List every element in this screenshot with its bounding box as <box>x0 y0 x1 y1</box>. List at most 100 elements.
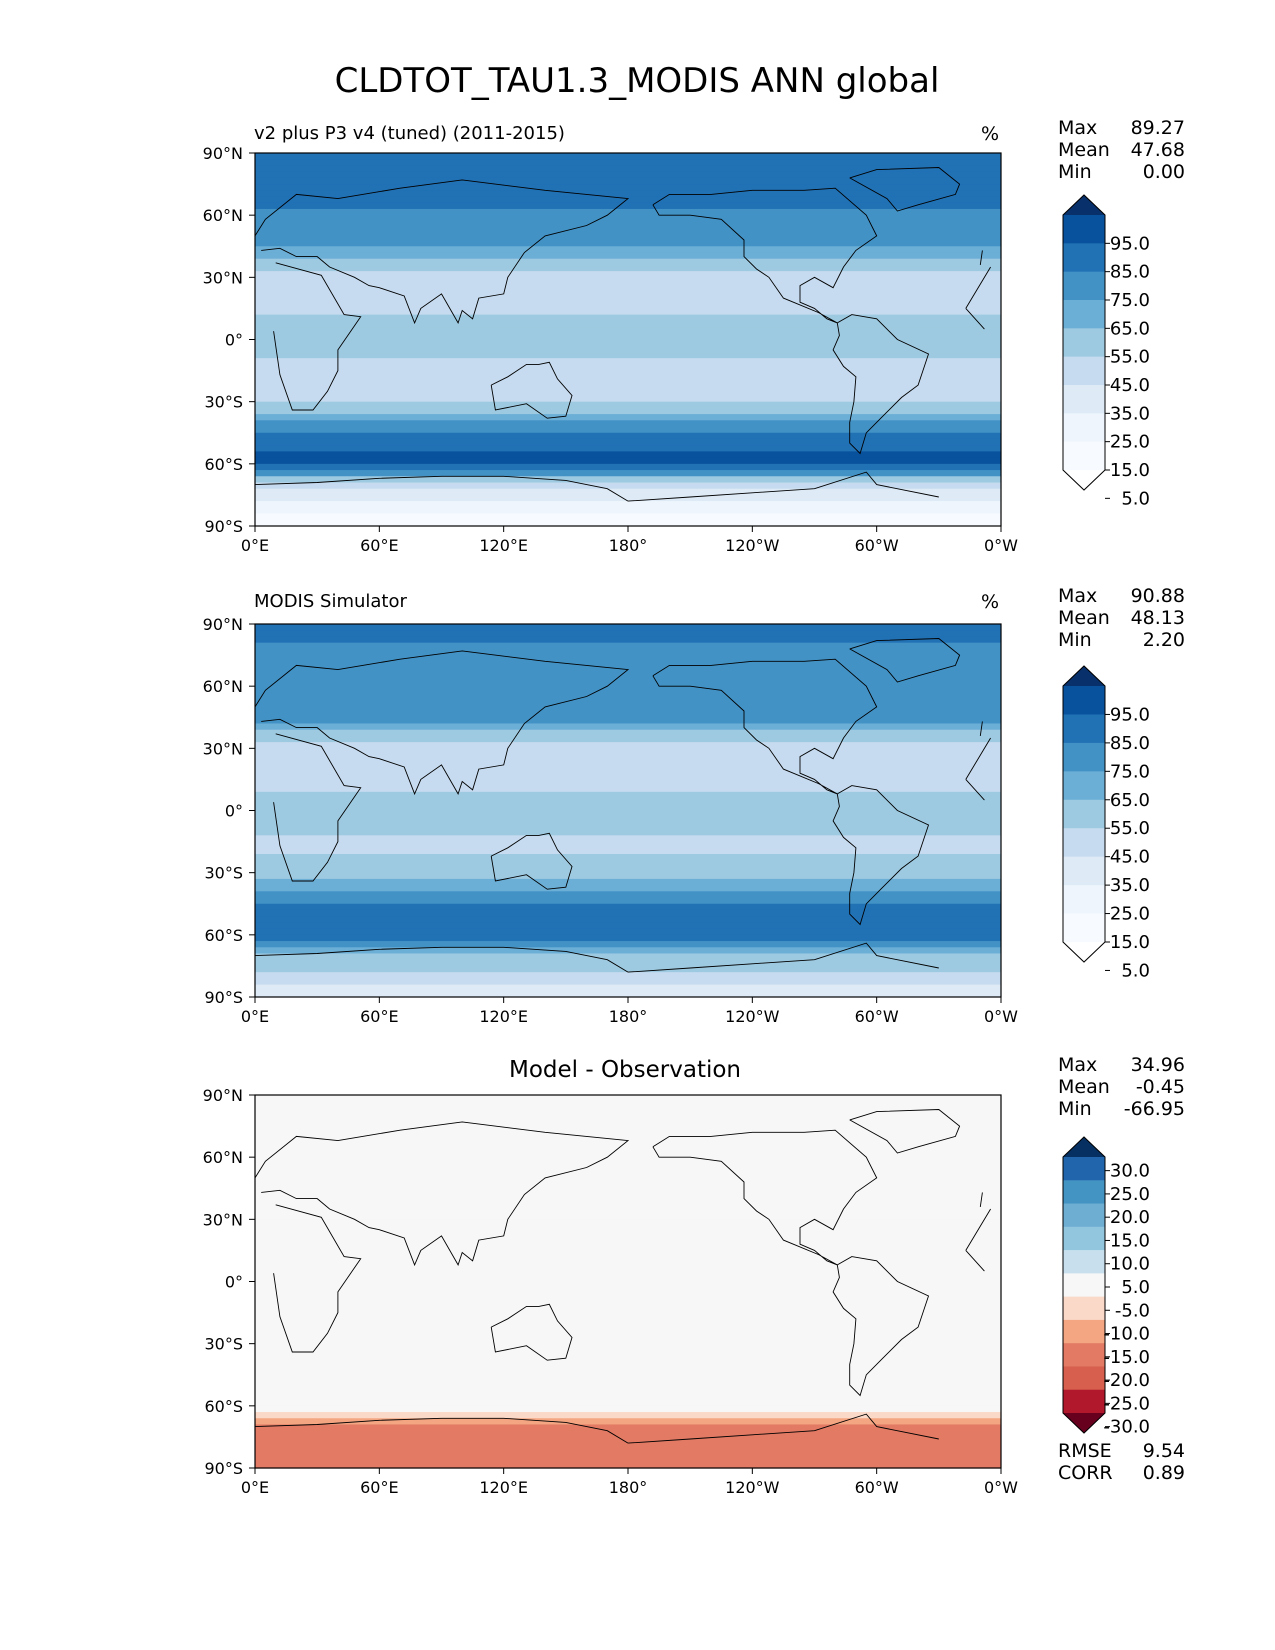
heatmap-band <box>255 835 1001 843</box>
panel-diff-colorbar: 30.025.020.015.0 10.05.0-5.0 -10.0-15.0-20… <box>1062 1136 1150 1438</box>
heatmap-band <box>255 277 1001 285</box>
x-tick-label: 120°E <box>479 536 528 555</box>
heatmap-band <box>255 1126 1001 1133</box>
y-tick-label: 60°N <box>203 1148 243 1167</box>
y-tick-label: 90°N <box>203 615 243 634</box>
stat-min-label: Min <box>1058 161 1092 183</box>
heatmap-band <box>255 860 1001 868</box>
heatmap-band <box>255 1424 1001 1432</box>
heatmap-band <box>255 1144 1001 1152</box>
panel-model-title: v2 plus P3 v4 (tuned) (2011-2015) <box>254 123 565 144</box>
heatmap-band <box>255 1356 1001 1363</box>
heatmap-band <box>255 1387 1001 1394</box>
heatmap-band <box>255 457 1001 465</box>
heatmap-band <box>255 339 1001 347</box>
x-tick-label: 120°E <box>479 1007 528 1026</box>
stat-max-label: Max <box>1058 585 1097 607</box>
heatmap-band <box>255 785 1001 793</box>
heatmap-band <box>255 1418 1001 1426</box>
coastline <box>254 1413 939 1444</box>
heatmap-band <box>255 885 1001 892</box>
coastline <box>832 314 930 455</box>
heatmap-band <box>255 1349 1001 1357</box>
heatmap-band <box>255 513 1001 521</box>
coastline <box>254 179 983 325</box>
heatmap-band <box>255 295 1001 303</box>
colorbar-segment <box>1063 1319 1105 1344</box>
colorbar-label: 25.0 <box>1110 1184 1150 1205</box>
x-tick-label: 120°E <box>479 1478 528 1497</box>
heatmap-band <box>255 748 1001 756</box>
heatmap-band <box>255 1250 1001 1258</box>
heatmap-band <box>255 773 1001 781</box>
heatmap-band <box>255 1287 1001 1295</box>
x-tick-label: 120°W <box>725 536 780 555</box>
heatmap-band <box>255 159 1001 167</box>
heatmap-band <box>255 420 1001 428</box>
colorbar-segment <box>1063 686 1105 715</box>
heatmap-band <box>255 624 1001 631</box>
stat-min-value: 2.20 <box>1143 629 1185 651</box>
heatmap-band <box>255 1231 1001 1239</box>
coastline <box>254 650 983 796</box>
panel-diff-axes: 0°E 60°E 120°E 180° 120°W 60°W 0°W 90°N 60°N 30°N… <box>203 1086 1019 1497</box>
coastline <box>652 658 878 795</box>
colorbar-extend-top <box>1063 195 1105 215</box>
y-tick-label: 30°S <box>204 1335 243 1354</box>
colorbar-segment <box>1063 441 1105 471</box>
heatmap-band <box>255 1306 1001 1314</box>
heatmap-band <box>255 271 1001 278</box>
coastline <box>652 1129 878 1266</box>
heatmap-band <box>255 383 1001 390</box>
y-tick-label: 60°N <box>203 677 243 696</box>
heatmap-band <box>255 389 1001 397</box>
colorbar-label: 45.0 <box>1110 847 1150 868</box>
heatmap-band <box>255 791 1001 799</box>
heatmap-band <box>255 445 1001 452</box>
y-tick-label: 90°S <box>204 988 243 1007</box>
colorbar-label: 55.0 <box>1110 818 1150 839</box>
heatmap-band <box>255 358 1001 365</box>
colorbar-label: 10.0 <box>1110 1254 1150 1275</box>
colorbar-segment <box>1063 856 1105 886</box>
heatmap-band <box>255 289 1001 297</box>
heatmap-band <box>255 488 1001 496</box>
stat-mean-value: -0.45 <box>1136 1076 1185 1098</box>
heatmap-band <box>255 1337 1001 1345</box>
heatmap-band <box>255 922 1001 930</box>
colorbar-label: 65.0 <box>1110 790 1150 811</box>
coastline <box>490 361 573 419</box>
y-tick-label: 30°N <box>203 739 243 758</box>
heatmap-band <box>255 655 1001 662</box>
colorbar-label: 30.0 <box>1110 1161 1150 1182</box>
colorbar-extend-bottom <box>1063 1413 1105 1433</box>
heatmap-band <box>255 451 1001 459</box>
panel-obs: MODIS Simulator % 0°E 60°E 120°E 180° 120°W 6… <box>203 585 1185 1026</box>
panel-obs-title: MODIS Simulator <box>254 591 407 612</box>
heatmap-band <box>255 1157 1001 1164</box>
heatmap-band <box>255 953 1001 961</box>
heatmap-band <box>255 414 1001 421</box>
colorbar-label: 95.0 <box>1110 233 1150 254</box>
heatmap-band <box>255 165 1001 173</box>
y-tick-label: 60°S <box>204 455 243 474</box>
heatmap-band <box>255 302 1001 310</box>
x-tick-label: 60°E <box>360 1007 398 1026</box>
y-tick-label: 0° <box>225 331 243 350</box>
colorbar-label: 20.0 <box>1110 1207 1150 1228</box>
colorbar-segment <box>1063 828 1105 858</box>
heatmap-band <box>255 698 1001 706</box>
coastline <box>849 167 961 212</box>
colorbar-label: 35.0 <box>1110 875 1150 896</box>
colorbar-label: -20.0 <box>1103 1370 1150 1391</box>
heatmap-band <box>255 1430 1001 1438</box>
heatmap-band <box>255 327 1001 334</box>
colorbar-segment <box>1063 413 1105 443</box>
colorbar-label: 5.0 <box>1121 960 1150 981</box>
colorbar-segment <box>1063 385 1105 414</box>
heatmap-band <box>255 754 1001 762</box>
heatmap-band <box>255 345 1001 353</box>
colorbar-label: 5.0 <box>1121 1277 1150 1298</box>
colorbar-label: 15.0 <box>1110 460 1150 481</box>
heatmap-band <box>255 711 1001 718</box>
